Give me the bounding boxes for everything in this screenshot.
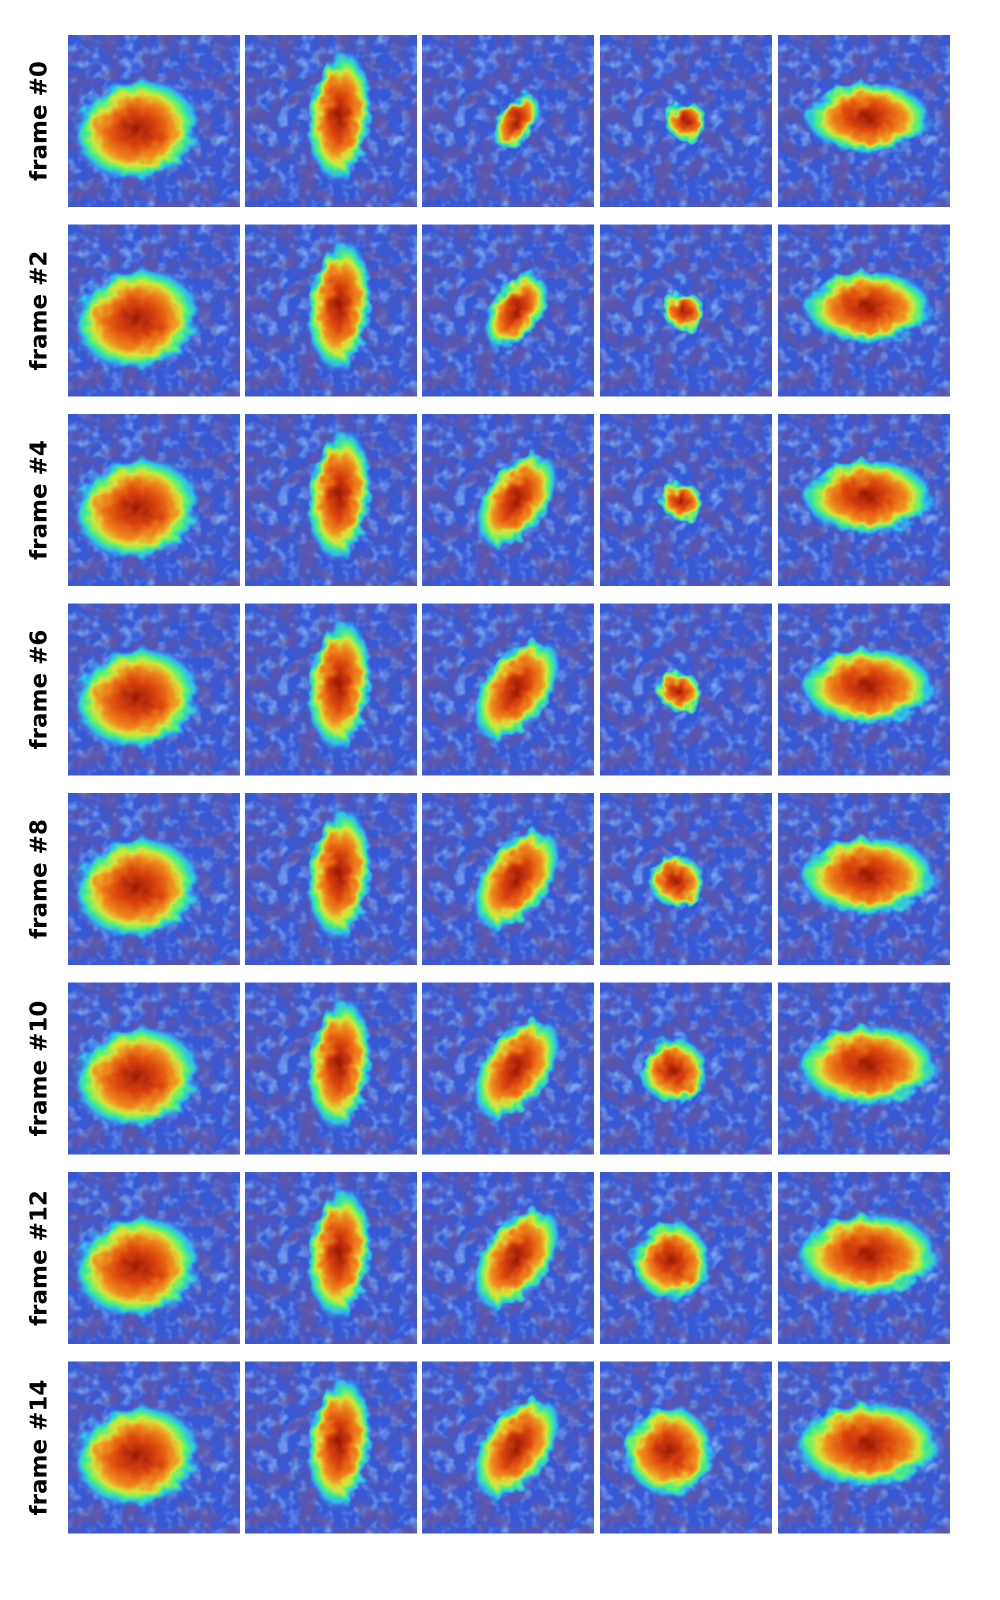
heat-blob (306, 48, 373, 184)
heatmap-panel (68, 224, 240, 397)
heat-blob (471, 1394, 562, 1501)
heatmap-panel (245, 1361, 417, 1534)
heatmap-panel (422, 414, 594, 586)
heatmap-panel (600, 603, 772, 776)
heatmap-panel (245, 414, 417, 586)
heat-blob (646, 853, 706, 909)
heat-blob (72, 76, 202, 183)
heatmap-panel (245, 793, 417, 965)
heatmap-panel (600, 1172, 772, 1344)
heat-blob (72, 834, 202, 941)
heatmap-panel (600, 414, 772, 586)
heat-blob (306, 996, 373, 1131)
heat-blob (638, 1036, 710, 1106)
heatmap-panel (600, 35, 772, 207)
heat-blob (306, 1185, 373, 1321)
heat-blob (72, 1024, 202, 1131)
heatmap-panel (245, 224, 417, 397)
row-label: frame #2 (27, 251, 53, 371)
heatmap-panel (600, 982, 772, 1155)
heat-blob (72, 1403, 202, 1510)
heat-blob (306, 1375, 373, 1510)
heatmap-panel (245, 1172, 417, 1344)
row-label: frame #8 (27, 819, 53, 939)
heat-blob (306, 427, 373, 563)
heat-blob (621, 1403, 717, 1499)
heatmap-panel (778, 35, 950, 207)
heat-blob (471, 636, 562, 743)
row-label: frame #6 (27, 630, 53, 750)
heatmap-panel (68, 1172, 240, 1344)
heat-blob (471, 1204, 562, 1312)
heatmap-panel (68, 1361, 240, 1534)
heatmap-panel (422, 982, 594, 1155)
heatmap-panel (778, 1361, 950, 1534)
heatmap-panel (245, 35, 417, 207)
heatmap-panel (245, 603, 417, 776)
heat-blob (629, 1219, 713, 1302)
heatmap-panel (422, 1361, 594, 1534)
heatmap-panel (778, 603, 950, 776)
heatmap-panel (600, 793, 772, 965)
heatmap-panel (422, 793, 594, 965)
heat-blob (663, 101, 709, 141)
heat-blob (798, 645, 937, 727)
heat-blob (654, 669, 703, 713)
heatmap-panel (422, 35, 594, 207)
heat-blob (306, 238, 373, 373)
heat-blob (474, 450, 559, 550)
heatmap-panel (245, 982, 417, 1155)
heat-blob (802, 80, 933, 156)
heatmap-panel (422, 1172, 594, 1344)
heatmap-panel (778, 793, 950, 965)
heat-blob (72, 266, 202, 373)
row-label: frame #10 (27, 1001, 53, 1137)
heatmap-panel (68, 603, 240, 776)
heatmap-panel (778, 982, 950, 1155)
heat-blob (306, 617, 373, 752)
heatmap-panel (68, 35, 240, 207)
heat-blob (471, 1015, 562, 1122)
heat-blob (796, 833, 939, 918)
heatmap-panel (68, 414, 240, 586)
heat-blob (306, 806, 373, 942)
row-label: frame #12 (27, 1190, 53, 1326)
row-label: frame #14 (27, 1380, 53, 1516)
heat-blob (72, 1213, 202, 1320)
heatmap-panel (600, 224, 772, 397)
heatmap-panel (778, 224, 950, 397)
heatmap-panel (422, 224, 594, 397)
heat-blob (801, 268, 934, 346)
heat-blob (483, 271, 550, 350)
heat-blob (799, 456, 936, 537)
heat-blob (795, 1022, 940, 1108)
row-label: frame #0 (27, 61, 53, 181)
heat-blob (491, 92, 542, 150)
heat-blob (72, 645, 202, 752)
heatmap-panel (422, 603, 594, 776)
heat-blob (661, 290, 707, 331)
heatmap-panel (778, 414, 950, 586)
row-label: frame #4 (27, 440, 53, 560)
heat-blob (471, 825, 562, 933)
heatmap-panel (68, 793, 240, 965)
heat-blob (793, 1210, 942, 1299)
heat-blob (658, 480, 704, 521)
heatmap-panel (600, 1361, 772, 1534)
heat-blob (72, 455, 202, 562)
heatmap-panel (68, 982, 240, 1155)
heatmap-panel (778, 1172, 950, 1344)
heat-blob (792, 1399, 943, 1490)
